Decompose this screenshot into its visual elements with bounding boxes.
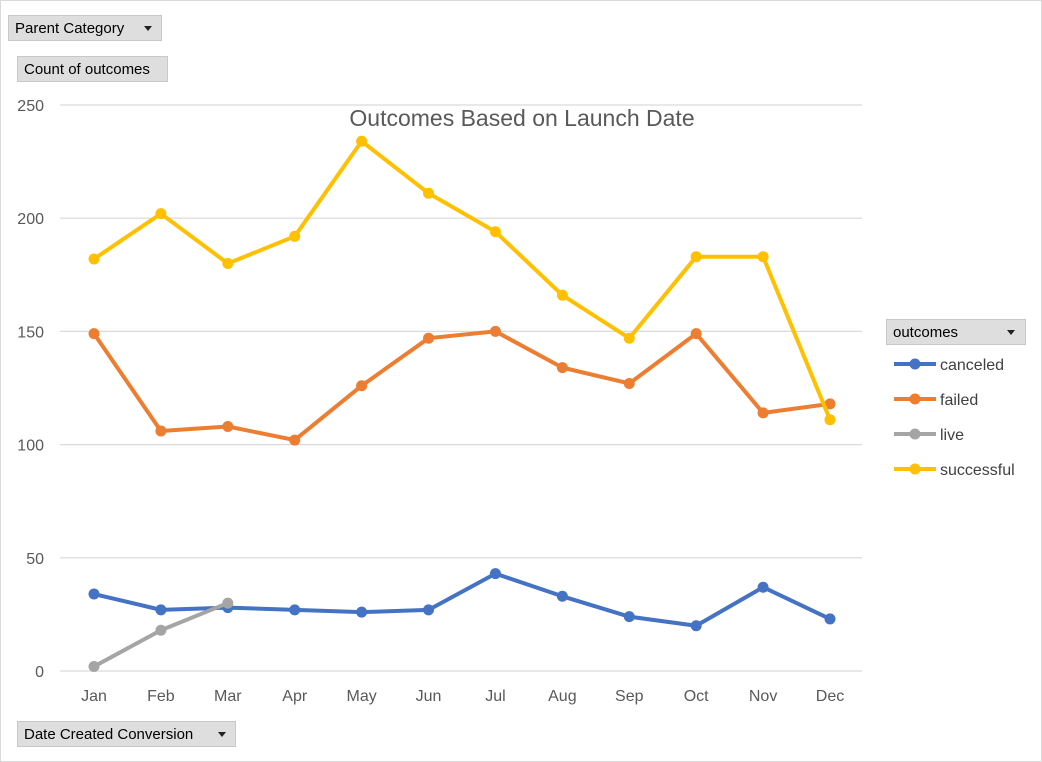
x-tick-label: Sep (615, 688, 644, 705)
x-tick-label: Jan (81, 688, 107, 705)
y-tick-label: 150 (17, 324, 44, 341)
data-point-canceled (757, 581, 769, 593)
x-tick-label: Jul (485, 688, 505, 705)
data-point-canceled (88, 588, 100, 600)
legend-marker-live (909, 428, 921, 440)
data-point-live (155, 624, 167, 636)
data-point-failed (289, 434, 301, 446)
y-tick-label: 250 (17, 98, 44, 115)
data-point-failed (222, 420, 234, 432)
data-point-successful (824, 414, 836, 426)
parent-category-label: Parent Category (15, 20, 125, 37)
series-canceled (88, 568, 836, 632)
data-point-failed (356, 380, 368, 392)
chevron-down-icon[interactable] (218, 732, 226, 737)
x-tick-label: Jun (416, 688, 442, 705)
count-of-outcomes-label: Count of outcomes (24, 61, 150, 78)
y-axis-tick-labels: 0 50 100 150 200 250 (17, 98, 44, 681)
data-point-canceled (623, 611, 635, 623)
date-created-conversion-label: Date Created Conversion (24, 726, 194, 743)
data-point-canceled (423, 604, 435, 616)
series-successful (88, 135, 836, 426)
legend-item-canceled[interactable]: canceled (894, 357, 1004, 374)
data-point-failed (423, 332, 435, 344)
data-point-canceled (356, 606, 368, 618)
x-tick-label: May (347, 688, 377, 705)
data-point-failed (489, 325, 501, 337)
legend-item-successful[interactable]: successful (894, 462, 1015, 479)
series-live (88, 597, 234, 672)
data-point-successful (623, 332, 635, 344)
x-tick-label: Dec (816, 688, 844, 705)
series-line-successful (92, 139, 832, 422)
data-point-successful (88, 253, 100, 265)
legend-item-live[interactable]: live (894, 427, 964, 444)
legend-label-successful: successful (940, 462, 1015, 479)
legend: canceled failed live successful (894, 357, 1015, 479)
y-tick-label: 200 (17, 211, 44, 228)
data-point-successful (222, 257, 234, 269)
data-point-canceled (489, 568, 501, 580)
series-failed (88, 325, 836, 446)
y-tick-label: 50 (26, 551, 44, 568)
data-point-failed (88, 328, 100, 340)
data-point-live (88, 660, 100, 672)
chevron-down-icon[interactable] (1007, 330, 1015, 335)
y-tick-label: 100 (17, 438, 44, 455)
y-tick-label: 0 (35, 664, 44, 681)
data-point-live (222, 597, 234, 609)
data-point-successful (289, 230, 301, 242)
data-point-successful (556, 289, 568, 301)
legend-label-live: live (940, 427, 964, 444)
x-tick-label: Apr (282, 688, 308, 705)
data-point-canceled (690, 620, 702, 632)
legend-label-failed: failed (940, 392, 978, 409)
data-point-canceled (289, 604, 301, 616)
outcomes-legend-field-button[interactable]: outcomes (886, 319, 1026, 345)
data-point-successful (690, 251, 702, 263)
series-line-failed (92, 329, 832, 443)
data-point-failed (155, 425, 167, 437)
data-point-successful (155, 208, 167, 220)
legend-label-canceled: canceled (940, 357, 1004, 374)
x-tick-label: Oct (684, 688, 709, 705)
series-line-canceled (92, 571, 832, 628)
data-point-canceled (824, 613, 836, 625)
data-point-failed (757, 407, 769, 419)
data-point-failed (556, 362, 568, 374)
series-lines (88, 135, 836, 672)
x-tick-label: Feb (147, 688, 175, 705)
count-of-outcomes-field-button[interactable]: Count of outcomes (17, 56, 168, 82)
legend-item-failed[interactable]: failed (894, 392, 978, 409)
data-point-canceled (155, 604, 167, 616)
x-tick-label: Nov (749, 688, 777, 705)
data-point-successful (757, 251, 769, 263)
legend-marker-failed (909, 393, 921, 405)
data-point-failed (824, 398, 836, 410)
data-point-successful (356, 135, 368, 147)
date-created-conversion-field-button[interactable]: Date Created Conversion (17, 721, 236, 747)
data-point-failed (690, 328, 702, 340)
data-point-successful (489, 226, 501, 238)
outcomes-field-label: outcomes (893, 324, 959, 341)
data-point-canceled (556, 590, 568, 602)
gridlines (60, 104, 862, 672)
legend-marker-successful (909, 463, 921, 475)
x-axis-tick-labels: Jan Feb Mar Apr May Jun Jul Aug Sep Oct Nov Dec (81, 688, 844, 705)
legend-marker-canceled (909, 358, 921, 370)
data-point-successful (423, 187, 435, 199)
x-tick-label: Aug (548, 688, 576, 705)
parent-category-filter-button[interactable]: Parent Category (8, 15, 162, 41)
x-tick-label: Mar (214, 688, 242, 705)
data-point-failed (623, 377, 635, 389)
chevron-down-icon[interactable] (144, 26, 152, 31)
chart-title: Outcomes Based on Launch Date (349, 105, 694, 131)
